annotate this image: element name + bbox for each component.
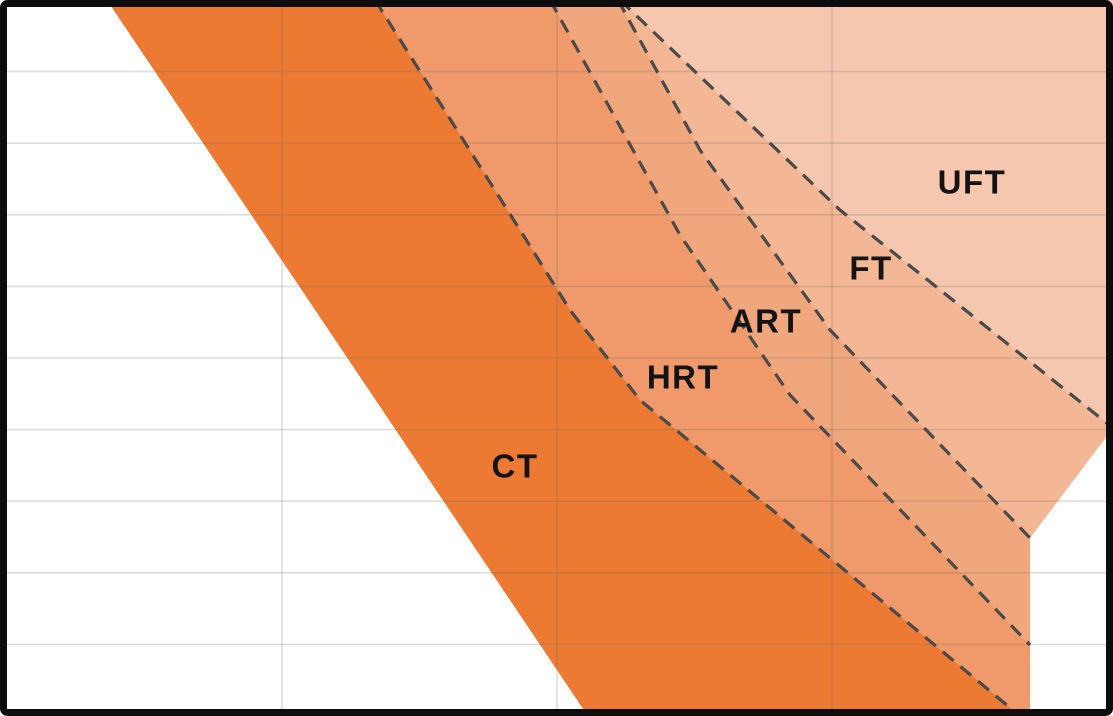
region-label-uft: UFT: [937, 163, 1007, 201]
region-fills: [107, 0, 1113, 716]
region-label-art: ART: [729, 302, 803, 340]
region-label-ft: FT: [849, 249, 893, 287]
region-ct: [107, 0, 1020, 716]
region-label-ct: CT: [491, 447, 539, 485]
boundary-ft-uft: [618, 0, 1113, 430]
region-boundaries: [373, 0, 1113, 716]
region-label-hrt: HRT: [646, 358, 720, 396]
boundary-art-ft: [616, 0, 1032, 540]
boundary-ct-hrt: [373, 0, 1022, 716]
